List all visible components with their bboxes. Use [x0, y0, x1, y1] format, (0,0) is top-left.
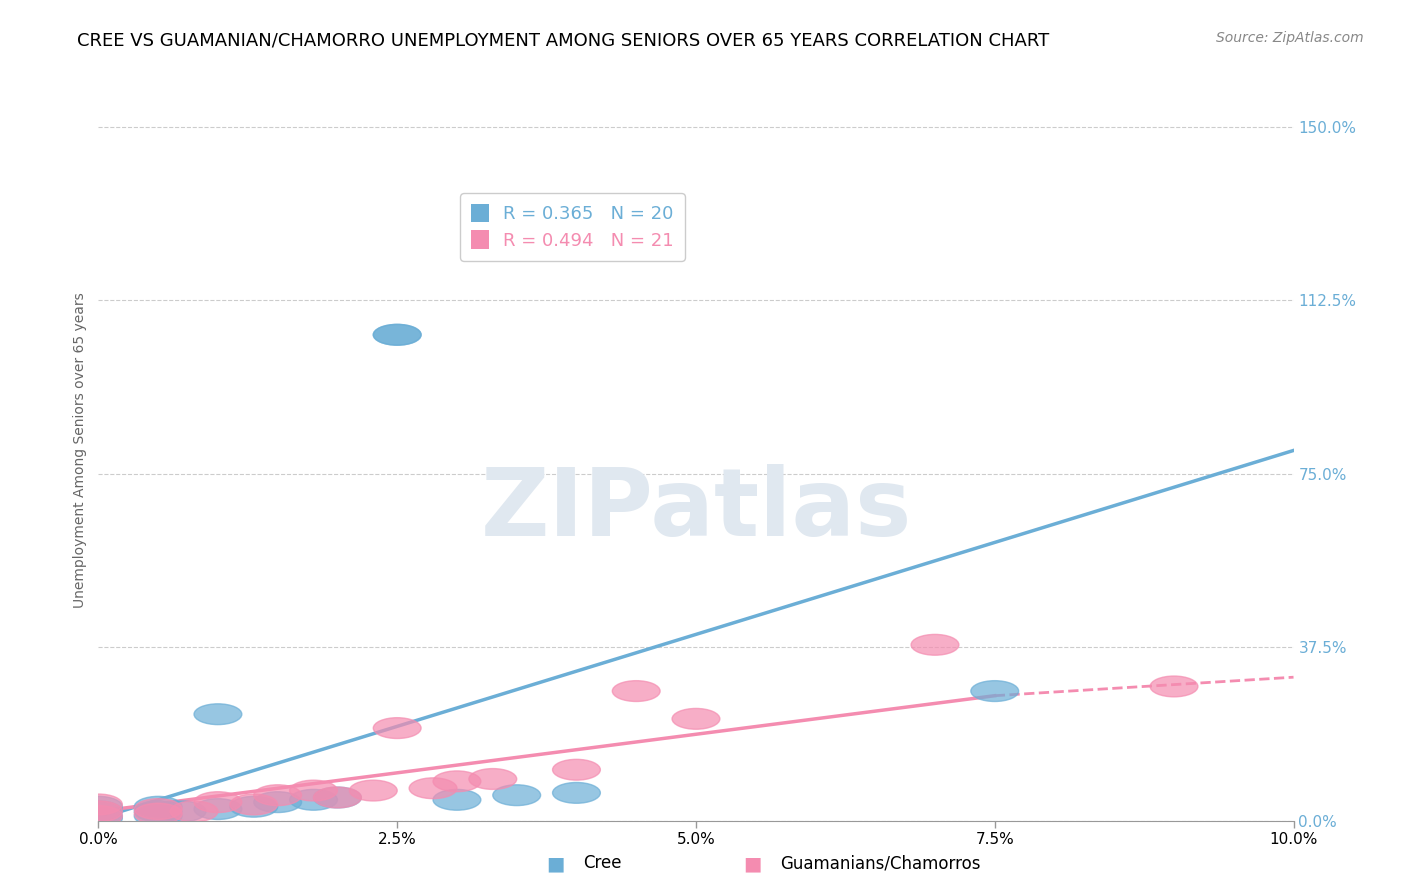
Ellipse shape: [75, 808, 122, 829]
Ellipse shape: [409, 778, 457, 798]
Ellipse shape: [613, 681, 661, 701]
Text: ZIPatlas: ZIPatlas: [481, 464, 911, 556]
Ellipse shape: [135, 804, 183, 824]
Ellipse shape: [231, 794, 278, 815]
Ellipse shape: [75, 794, 122, 815]
Ellipse shape: [231, 797, 278, 817]
Ellipse shape: [433, 771, 481, 792]
Ellipse shape: [433, 789, 481, 810]
Text: ■: ■: [546, 854, 565, 873]
Ellipse shape: [194, 792, 242, 813]
Ellipse shape: [194, 704, 242, 724]
Ellipse shape: [350, 780, 398, 801]
Ellipse shape: [314, 787, 361, 808]
Ellipse shape: [290, 789, 337, 810]
Ellipse shape: [374, 325, 422, 345]
Ellipse shape: [254, 792, 302, 813]
Ellipse shape: [553, 782, 600, 804]
Text: CREE VS GUAMANIAN/CHAMORRO UNEMPLOYMENT AMONG SENIORS OVER 65 YEARS CORRELATION : CREE VS GUAMANIAN/CHAMORRO UNEMPLOYMENT …: [77, 31, 1050, 49]
Text: Guamanians/Chamorros: Guamanians/Chamorros: [780, 855, 981, 872]
Ellipse shape: [170, 801, 218, 822]
Ellipse shape: [194, 798, 242, 820]
Ellipse shape: [1150, 676, 1198, 697]
Ellipse shape: [470, 769, 517, 789]
Ellipse shape: [553, 759, 600, 780]
Ellipse shape: [75, 797, 122, 817]
Ellipse shape: [135, 805, 183, 826]
Ellipse shape: [75, 801, 122, 822]
Ellipse shape: [290, 780, 337, 801]
Ellipse shape: [135, 797, 183, 817]
Ellipse shape: [254, 785, 302, 805]
Ellipse shape: [314, 787, 361, 808]
Ellipse shape: [672, 708, 720, 730]
Ellipse shape: [135, 798, 183, 820]
Ellipse shape: [374, 718, 422, 739]
Ellipse shape: [911, 634, 959, 656]
Ellipse shape: [970, 681, 1019, 701]
Ellipse shape: [75, 801, 122, 822]
Ellipse shape: [75, 805, 122, 826]
Ellipse shape: [75, 805, 122, 826]
Ellipse shape: [374, 325, 422, 345]
Text: ■: ■: [742, 854, 762, 873]
Ellipse shape: [159, 801, 207, 822]
Text: Source: ZipAtlas.com: Source: ZipAtlas.com: [1216, 31, 1364, 45]
Y-axis label: Unemployment Among Seniors over 65 years: Unemployment Among Seniors over 65 years: [73, 293, 87, 608]
Legend: R = 0.365   N = 20, R = 0.494   N = 21: R = 0.365 N = 20, R = 0.494 N = 21: [460, 193, 685, 260]
Text: Cree: Cree: [583, 855, 621, 872]
Ellipse shape: [135, 801, 183, 822]
Ellipse shape: [494, 785, 541, 805]
